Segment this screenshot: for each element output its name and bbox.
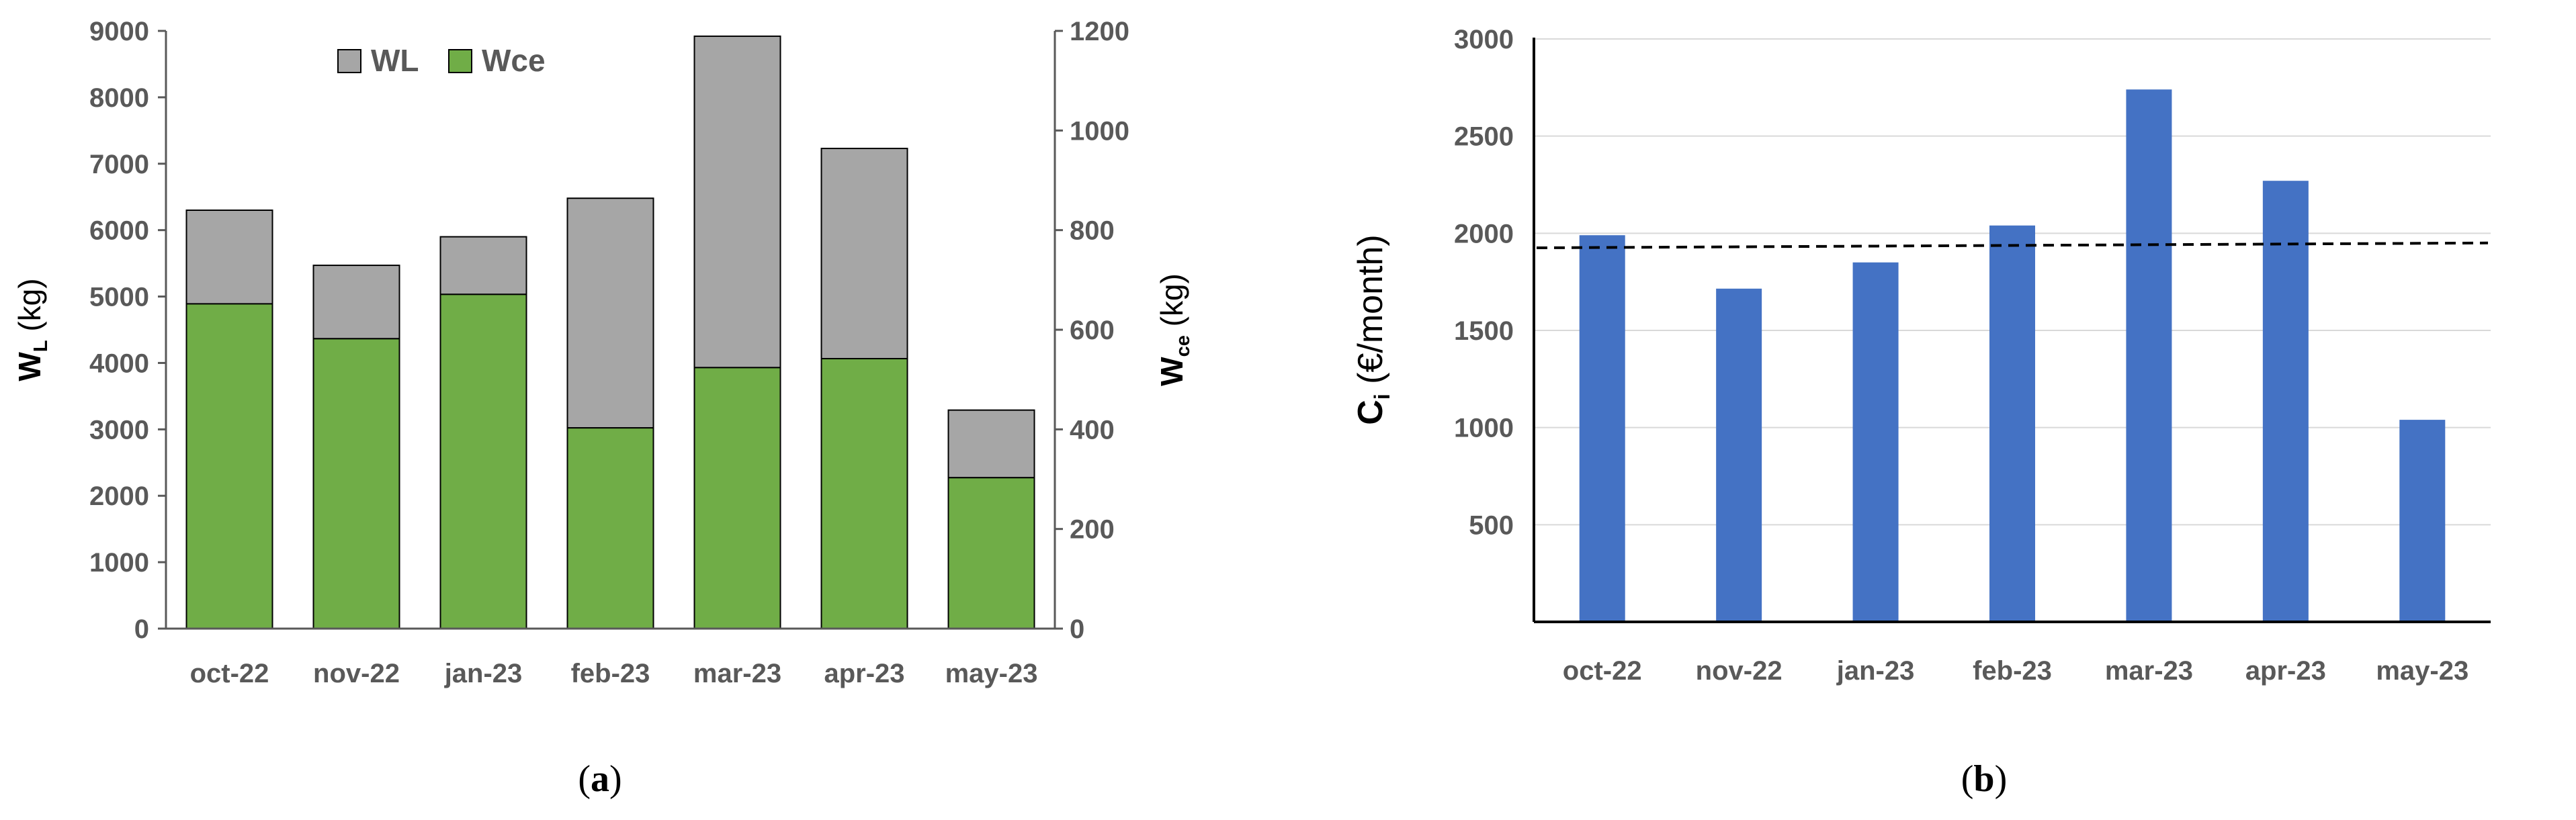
bar-wl-jan-23 xyxy=(439,236,527,295)
y2-tick-label: 200 xyxy=(1070,515,1115,545)
x-tick-label: may-23 xyxy=(945,659,1038,688)
bar-wl-mar-23 xyxy=(693,35,781,369)
x-tick-label: feb-23 xyxy=(1973,656,2052,686)
x-tick-label: apr-23 xyxy=(2245,656,2326,686)
y-tick-label: 0 xyxy=(134,614,149,644)
y-tick-label: 1000 xyxy=(89,548,149,578)
x-tick-label: feb-23 xyxy=(571,659,650,688)
y-axis-title: WL (kg) xyxy=(12,278,52,381)
bar-wce-jan-23 xyxy=(439,293,527,629)
bar-oct-22 xyxy=(1579,235,1625,622)
y-tick-label: 9000 xyxy=(89,17,149,46)
chart-a-panel: oct-22 nov-22 jan-23 feb-23 mar-23 apr-23 may-… xyxy=(12,17,1194,800)
y-tick-label: 4000 xyxy=(89,349,149,378)
bar-wl-apr-23 xyxy=(820,148,908,360)
y-tick-label: 3000 xyxy=(1454,25,1514,54)
y-tick-label: 6000 xyxy=(89,216,149,246)
legend-swatch-wl xyxy=(337,49,361,73)
trendline xyxy=(1536,241,2489,250)
bar-wce-may-23 xyxy=(947,477,1035,630)
y-tick-label: 2000 xyxy=(1454,219,1514,248)
y-tick-label: 7000 xyxy=(89,150,149,179)
bar-wl-may-23 xyxy=(947,409,1035,479)
x-tick-label: nov-22 xyxy=(1696,656,1783,686)
legend-swatch-wce xyxy=(448,49,472,73)
chart-a: oct-22 nov-22 jan-23 feb-23 mar-23 apr-23 may-… xyxy=(12,17,1194,800)
y2-tick-label: 600 xyxy=(1070,316,1115,345)
bar-wce-nov-22 xyxy=(312,338,400,629)
bar-wce-apr-23 xyxy=(820,358,908,629)
bar-wce-feb-23 xyxy=(566,427,654,629)
y-tick-label: 8000 xyxy=(89,83,149,113)
y-tick-label: 2000 xyxy=(89,482,149,511)
legend-label-wl: WL xyxy=(371,43,419,78)
bar-wl-oct-22 xyxy=(185,210,273,305)
y2-tick-label: 0 xyxy=(1070,614,1084,644)
bar-nov-22 xyxy=(1716,288,1762,622)
bar-mar-23 xyxy=(2126,89,2172,622)
x-tick-label: may-23 xyxy=(2376,656,2468,686)
bar-jan-23 xyxy=(1852,262,1899,622)
y-tick-label: 1000 xyxy=(1454,414,1514,443)
legend-label-wce: Wce xyxy=(482,43,546,78)
y-tick-label: 2500 xyxy=(1454,122,1514,152)
x-tick-label: apr-23 xyxy=(824,659,904,688)
chart-b: 500 1000 1500 2000 2500 3000 oct-22 nov-22 jan-2… xyxy=(1351,25,2491,800)
x-tick-label: jan-23 xyxy=(444,659,523,688)
y2-axis-title: Wce (kg) xyxy=(1154,273,1194,386)
x-tick-label: nov-22 xyxy=(313,659,400,688)
bar-wl-feb-23 xyxy=(566,197,654,429)
x-tick-label: oct-22 xyxy=(1563,656,1642,686)
chart-b-panel: 500 1000 1500 2000 2500 3000 oct-22 nov-22 jan-2… xyxy=(1288,0,2576,820)
y-tick-label: 3000 xyxy=(89,415,149,445)
y2-tick-label: 1000 xyxy=(1070,116,1129,146)
bar-feb-23 xyxy=(1989,225,2035,622)
y2-tick-label: 1200 xyxy=(1070,17,1129,46)
x-tick-label: oct-22 xyxy=(190,659,269,688)
y2-tick-label: 400 xyxy=(1070,415,1115,445)
bar-may-23 xyxy=(2399,420,2446,622)
caption-b: (b) xyxy=(1961,758,2007,800)
y2-tick-label: 800 xyxy=(1070,216,1115,246)
bar-wce-mar-23 xyxy=(693,367,781,629)
y-axis-title: Ci (€/month) xyxy=(1351,234,1394,424)
caption-a: (a) xyxy=(578,758,621,800)
y-tick-label: 1500 xyxy=(1454,316,1514,346)
y-tick-label: 500 xyxy=(1469,510,1514,540)
bar-wl-nov-22 xyxy=(312,265,400,340)
y-tick-label: 5000 xyxy=(89,283,149,312)
bar-apr-23 xyxy=(2262,181,2309,622)
bar-wce-oct-22 xyxy=(185,303,273,629)
x-tick-label: mar-23 xyxy=(2105,656,2193,686)
x-tick-label: mar-23 xyxy=(693,659,781,688)
x-tick-label: jan-23 xyxy=(1836,656,1915,686)
